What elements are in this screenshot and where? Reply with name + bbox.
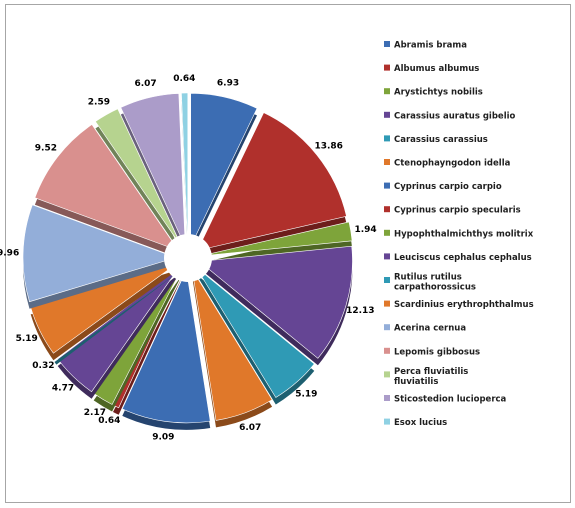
slice-carassius-auratus-gibelio	[198, 245, 353, 359]
legend-label-carassius-auratus-gibelio: Carassius auratus gibelio	[394, 111, 516, 121]
data-label-lepomis-gibbosus: 9.52	[35, 144, 57, 154]
legend-swatch-abramis-brama	[384, 41, 390, 47]
slice-cyprinus-carpio-carpio	[121, 268, 211, 424]
legend-label-scardinius-erythrophthalmus: Scardinius erythrophthalmus	[394, 300, 534, 310]
data-label-cyprinus-carpio-carpio: 9.09	[152, 432, 174, 442]
legend-swatch-carassius-auratus-gibelio	[384, 111, 390, 118]
legend-label-esox-lucius: Esox lucius	[394, 418, 447, 428]
data-label-cyprinus-carpio-specularis: 0.64	[98, 416, 120, 426]
slice-leuciscus-cephalus-cephalus	[57, 266, 180, 393]
pie-slices	[22, 92, 353, 430]
slice-albumus-albumus	[196, 112, 347, 251]
legend-swatch-albumus-albumus	[384, 64, 390, 71]
slice-abramis-brama	[190, 92, 258, 247]
legend-label-perca-fluviatilis-fluviatilis: Perca fluviatilis fluviatilis	[394, 367, 468, 387]
legend-swatch-sticostedion-lucioperca	[384, 395, 390, 401]
legend: Abramis brama Albumus albumus Arystichtys …	[384, 41, 534, 428]
legend-swatch-rutilus-rutilus-carpathorossicus	[384, 277, 390, 283]
slice-esox-lucius	[181, 92, 189, 247]
slice-perca-fluviatilis-fluviatilis	[94, 108, 183, 248]
legend-label-cyprinus-carpio-specularis: Cyprinus carpio specularis	[394, 206, 521, 216]
legend-swatch-perca-fluviatilis-fluviatilis	[384, 371, 390, 378]
legend-swatch-cyprinus-carpio-carpio	[384, 182, 390, 189]
data-label-rutilus-rutilus-carpathorossicus: 0.32	[32, 361, 54, 371]
legend-swatch-leuciscus-cephalus-cephalus	[384, 253, 390, 260]
data-label-carassius-auratus-gibelio: 12.13	[346, 306, 374, 316]
data-label-sticostedion-lucioperca: 6.07	[134, 79, 156, 89]
pie-center-hole	[164, 234, 212, 282]
data-label-leuciscus-cephalus-cephalus: 4.77	[52, 384, 74, 394]
data-label-acerina-cernua: 9.96	[0, 249, 19, 259]
legend-label-leuciscus-cephalus-cephalus: Leuciscus cephalus cephalus	[394, 253, 532, 263]
legend-label-abramis-brama: Abramis brama	[394, 41, 467, 51]
legend-label-sticostedion-lucioperca: Sticostedion lucioperca	[394, 395, 507, 405]
slice-sticostedion-lucioperca	[120, 93, 186, 247]
legend-label-albumus-albumus: Albumus albumus	[394, 64, 479, 74]
data-label-abramis-brama: 6.93	[217, 79, 239, 89]
data-label-ctenophayngodon-idella: 6.07	[239, 423, 261, 433]
legend-label-ctenophayngodon-idella: Ctenophayngodon idella	[394, 159, 511, 169]
data-label-hypophthalmichthys-molitrix: 2.17	[84, 408, 106, 418]
legend-swatch-esox-lucius	[384, 418, 390, 425]
data-labels: 6.9313.861.9412.135.196.079.090.642.174.…	[0, 74, 377, 442]
legend-label-acerina-cernua: Acerina cernua	[394, 324, 466, 334]
legend-swatch-carassius-carassius	[384, 135, 390, 142]
legend-label-cyprinus-carpio-carpio: Cyprinus carpio carpio	[394, 182, 502, 192]
slice-arystichtys-nobilis	[199, 221, 353, 257]
legend-swatch-lepomis-gibbosus	[384, 347, 390, 354]
slice-lepomis-gibbosus	[34, 124, 180, 252]
data-label-carassius-carassius: 5.19	[295, 390, 317, 400]
legend-swatch-acerina-cernua	[384, 324, 390, 331]
data-label-scardinius-erythrophthalmus: 5.19	[16, 334, 38, 344]
slice-carassius-carassius	[195, 266, 315, 398]
legend-label-hypophthalmichthys-molitrix: Hypophthalmichthys molitrix	[394, 229, 534, 239]
slice-acerina-cernua	[22, 204, 177, 303]
slice-ctenophayngodon-idella	[191, 269, 273, 421]
data-label-arystichtys-nobilis: 1.94	[354, 225, 376, 235]
legend-swatch-hypophthalmichthys-molitrix	[384, 229, 390, 236]
slice-side-rutilus-rutilus-carpathorossicus	[54, 272, 179, 365]
data-label-perca-fluviatilis-fluviatilis: 2.59	[88, 98, 110, 108]
data-label-albumus-albumus: 13.86	[314, 142, 342, 152]
legend-label-lepomis-gibbosus: Lepomis gibbosus	[394, 347, 480, 357]
legend-label-rutilus-rutilus-carpathorossicus: Rutilus rutilus carpathorossicus	[394, 273, 476, 293]
legend-label-carassius-carassius: Carassius carassius	[394, 135, 488, 145]
legend-swatch-cyprinus-carpio-specularis	[384, 206, 390, 213]
data-label-esox-lucius: 0.64	[173, 74, 195, 84]
legend-swatch-arystichtys-nobilis	[384, 88, 390, 95]
legend-swatch-scardinius-erythrophthalmus	[384, 300, 390, 307]
legend-swatch-ctenophayngodon-idella	[384, 159, 390, 165]
legend-label-arystichtys-nobilis: Arystichtys nobilis	[394, 88, 483, 98]
